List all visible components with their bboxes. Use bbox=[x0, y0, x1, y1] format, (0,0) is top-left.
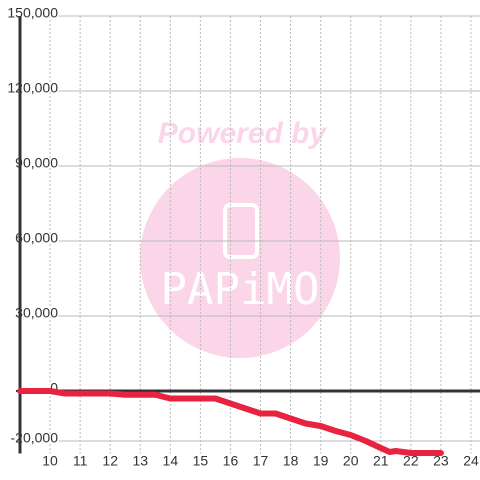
y-tick-label: 60,000 bbox=[15, 230, 58, 246]
x-tick-label: 22 bbox=[403, 453, 419, 469]
x-tick-label: 13 bbox=[132, 453, 148, 469]
x-tick-label: 16 bbox=[223, 453, 239, 469]
y-tick-label: 0 bbox=[50, 380, 58, 396]
x-tick-label: 23 bbox=[433, 453, 449, 469]
x-tick-label: 21 bbox=[373, 453, 389, 469]
series-line bbox=[17, 388, 444, 456]
watermark-logo: PAPiMO bbox=[161, 264, 320, 315]
y-tick-label: 30,000 bbox=[15, 305, 58, 321]
x-tick-label: 15 bbox=[193, 453, 209, 469]
x-tick-label: 12 bbox=[102, 453, 118, 469]
watermark: Powered by PAPiMO bbox=[140, 117, 340, 358]
x-tick-label: 10 bbox=[42, 453, 58, 469]
watermark-text: Powered by bbox=[158, 117, 328, 150]
y-tick-label: 120,000 bbox=[7, 80, 58, 96]
x-tick-label: 20 bbox=[343, 453, 359, 469]
y-tick-label: 90,000 bbox=[15, 155, 58, 171]
y-tick-label: -20,000 bbox=[11, 430, 59, 446]
x-tick-label: 19 bbox=[313, 453, 329, 469]
x-tick-label: 17 bbox=[253, 453, 269, 469]
watermark-phone bbox=[223, 203, 259, 259]
x-tick-label: 11 bbox=[73, 453, 88, 469]
x-tick-label: 24 bbox=[463, 453, 479, 469]
y-tick-label: 150,000 bbox=[7, 5, 58, 21]
x-tick-label: 18 bbox=[283, 453, 299, 469]
x-tick-label: 14 bbox=[163, 453, 179, 469]
